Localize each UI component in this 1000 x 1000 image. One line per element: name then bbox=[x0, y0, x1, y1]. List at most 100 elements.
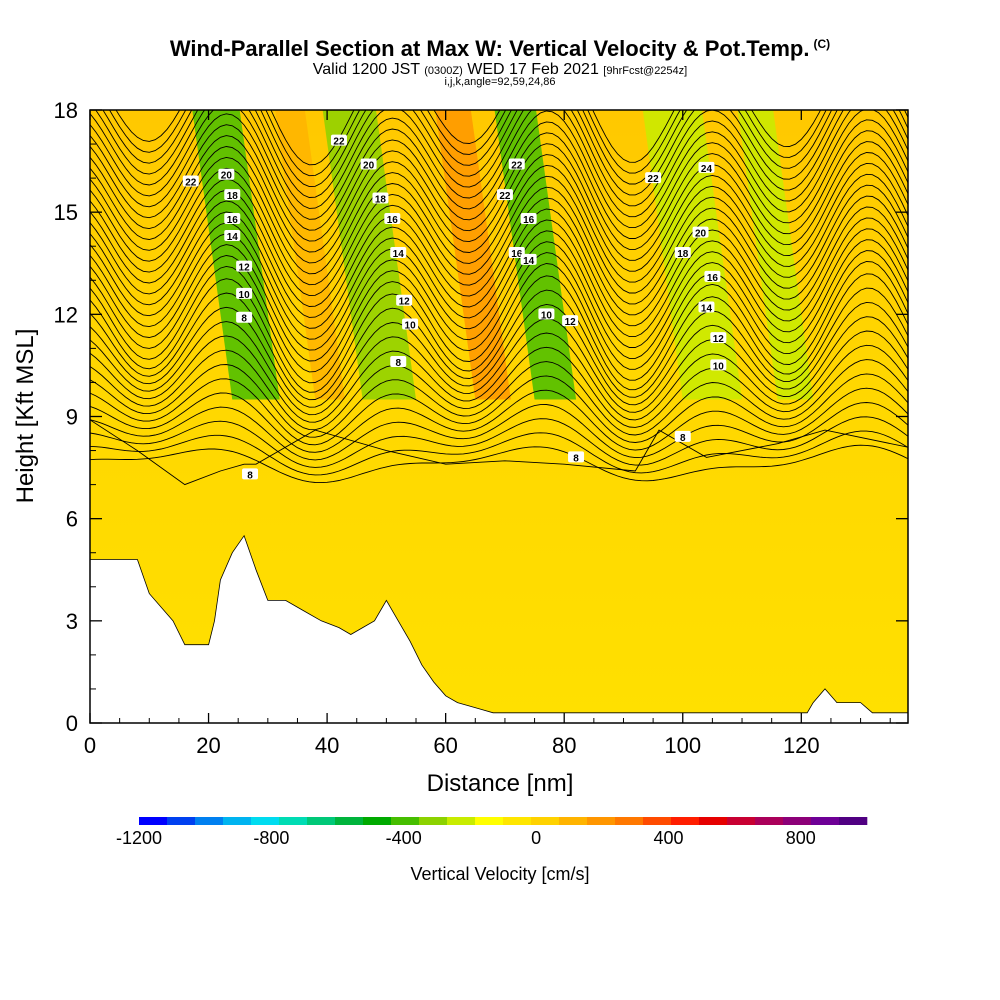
contour-label-bg bbox=[710, 359, 727, 371]
contour-label: 12 bbox=[713, 334, 725, 345]
contour-label-bg bbox=[236, 311, 253, 323]
colorbar-swatch bbox=[139, 817, 168, 825]
colorbar-swatch bbox=[391, 817, 420, 825]
contour-label-bg bbox=[496, 189, 513, 201]
utc-time: (0300Z) bbox=[424, 65, 463, 77]
contour-label: 8 bbox=[395, 358, 401, 369]
colorbar-swatch bbox=[559, 817, 588, 825]
contour-label: 20 bbox=[695, 229, 707, 240]
contour-label: 20 bbox=[363, 160, 375, 171]
contour-label-bg bbox=[390, 356, 407, 368]
w-feature bbox=[435, 110, 511, 400]
w-feature bbox=[737, 110, 814, 400]
pot-temp-contour bbox=[90, 195, 908, 318]
title-text: Wind-Parallel Section at Max W: Vertical… bbox=[169, 36, 810, 61]
contour-label: 16 bbox=[387, 215, 399, 226]
pot-temp-contour bbox=[90, 261, 908, 384]
y-axis-label: Height [Kft MSL] bbox=[12, 329, 39, 504]
pot-temp-contour bbox=[90, 419, 908, 486]
contour-label: 12 bbox=[399, 297, 411, 308]
y-tick-label: 0 bbox=[66, 711, 78, 736]
x-tick-label: 80 bbox=[552, 733, 576, 758]
colorbar-label: Vertical Velocity [cm/s] bbox=[410, 864, 589, 884]
axes: 0 20 40 60 80 100 120 0 3 6 9 12 15 18 bbox=[54, 98, 908, 758]
contour-label: 10 bbox=[405, 321, 417, 332]
pot-temp-contour bbox=[90, 287, 908, 401]
contour-label-bg bbox=[236, 287, 253, 299]
contour-label-bg bbox=[704, 270, 721, 282]
colorbar: -1200 -800 -400 0 400 800 bbox=[116, 817, 868, 848]
colorbar-tick-label: -1200 bbox=[116, 828, 162, 848]
contour-label: 18 bbox=[677, 249, 689, 260]
colorbar-tick-label: 0 bbox=[531, 828, 541, 848]
indices-line: i,j,k,angle=92,59,24,86 bbox=[444, 76, 556, 88]
colorbar-swatch bbox=[363, 817, 392, 825]
pot-temp-contour bbox=[115, 110, 822, 166]
contour-label-bg bbox=[692, 226, 709, 238]
pot-temp-contour bbox=[90, 110, 908, 220]
contour-label-bg bbox=[645, 172, 662, 184]
colorbar-swatch bbox=[167, 817, 196, 825]
colorbar-tick-label: -800 bbox=[253, 828, 289, 848]
valid-time-line: Valid 1200 JST (0300Z) WED 17 Feb 2021 [… bbox=[0, 61, 1000, 79]
contour-label: 8 bbox=[680, 433, 686, 444]
contour-label: 12 bbox=[239, 263, 251, 274]
x-tick-label: 60 bbox=[433, 733, 457, 758]
colorbar-swatch bbox=[503, 817, 532, 825]
chart-title: Wind-Parallel Section at Max W: Vertical… bbox=[0, 36, 1000, 62]
contour-label: 22 bbox=[511, 160, 523, 171]
pot-temp-contour bbox=[90, 373, 908, 446]
contour-label: 14 bbox=[523, 256, 535, 267]
contour-label-bg bbox=[224, 189, 241, 201]
contour-label-bg bbox=[402, 318, 419, 330]
colorbar-swatch bbox=[475, 817, 504, 825]
contour-label: 14 bbox=[227, 232, 239, 243]
contour-labels: 2220181614121082220181614121082222161614… bbox=[182, 134, 727, 481]
pot-temp-contour bbox=[90, 273, 908, 393]
colorbar-swatch bbox=[307, 817, 336, 825]
contour-label: 16 bbox=[227, 215, 239, 226]
w-feature bbox=[192, 110, 280, 400]
contour-label: 8 bbox=[573, 453, 579, 464]
colorbar-swatch bbox=[447, 817, 476, 825]
contour-label: 24 bbox=[701, 164, 713, 175]
contour-label: 22 bbox=[499, 191, 511, 202]
colorbar-swatch bbox=[811, 817, 840, 825]
contour-label-bg bbox=[520, 253, 537, 265]
colorbar-swatch bbox=[279, 817, 308, 825]
contour-label-bg bbox=[224, 230, 241, 242]
contour-label: 14 bbox=[393, 249, 405, 260]
terrain-mask bbox=[90, 534, 908, 723]
pot-temp-contour bbox=[90, 152, 908, 275]
pot-temp-contour bbox=[90, 359, 908, 438]
pot-temp-contour bbox=[90, 206, 908, 329]
contour-label: 16 bbox=[523, 215, 535, 226]
pot-temp-contour bbox=[90, 119, 908, 242]
pot-temp-contour bbox=[90, 162, 908, 286]
pot-temp-contour bbox=[108, 110, 827, 177]
contour-label: 22 bbox=[333, 137, 345, 148]
pot-temp-contour bbox=[90, 316, 908, 416]
copyright-mark: (C) bbox=[813, 36, 831, 51]
contour-label-bg bbox=[236, 260, 253, 272]
y-tick-label: 18 bbox=[54, 98, 78, 123]
contour-label: 16 bbox=[511, 249, 523, 260]
x-tick-label: 20 bbox=[196, 733, 220, 758]
colorbar-swatch bbox=[839, 817, 868, 825]
w-feature bbox=[322, 110, 417, 400]
contour-label: 10 bbox=[239, 290, 251, 301]
x-tick-label: 40 bbox=[315, 733, 339, 758]
colorbar-swatch bbox=[783, 817, 812, 825]
pot-temp-contour bbox=[90, 416, 908, 468]
contour-label: 22 bbox=[648, 174, 660, 185]
colorbar-swatch bbox=[671, 817, 700, 825]
colorbar-swatch bbox=[643, 817, 672, 825]
pot-temp-contour bbox=[90, 330, 908, 423]
x-tick-label: 100 bbox=[664, 733, 701, 758]
y-tick-label: 9 bbox=[66, 405, 78, 430]
contour-label-bg bbox=[710, 332, 727, 344]
colorbar-swatch bbox=[335, 817, 364, 825]
contour-label-bg bbox=[218, 168, 235, 180]
contour-label-bg bbox=[538, 308, 555, 320]
